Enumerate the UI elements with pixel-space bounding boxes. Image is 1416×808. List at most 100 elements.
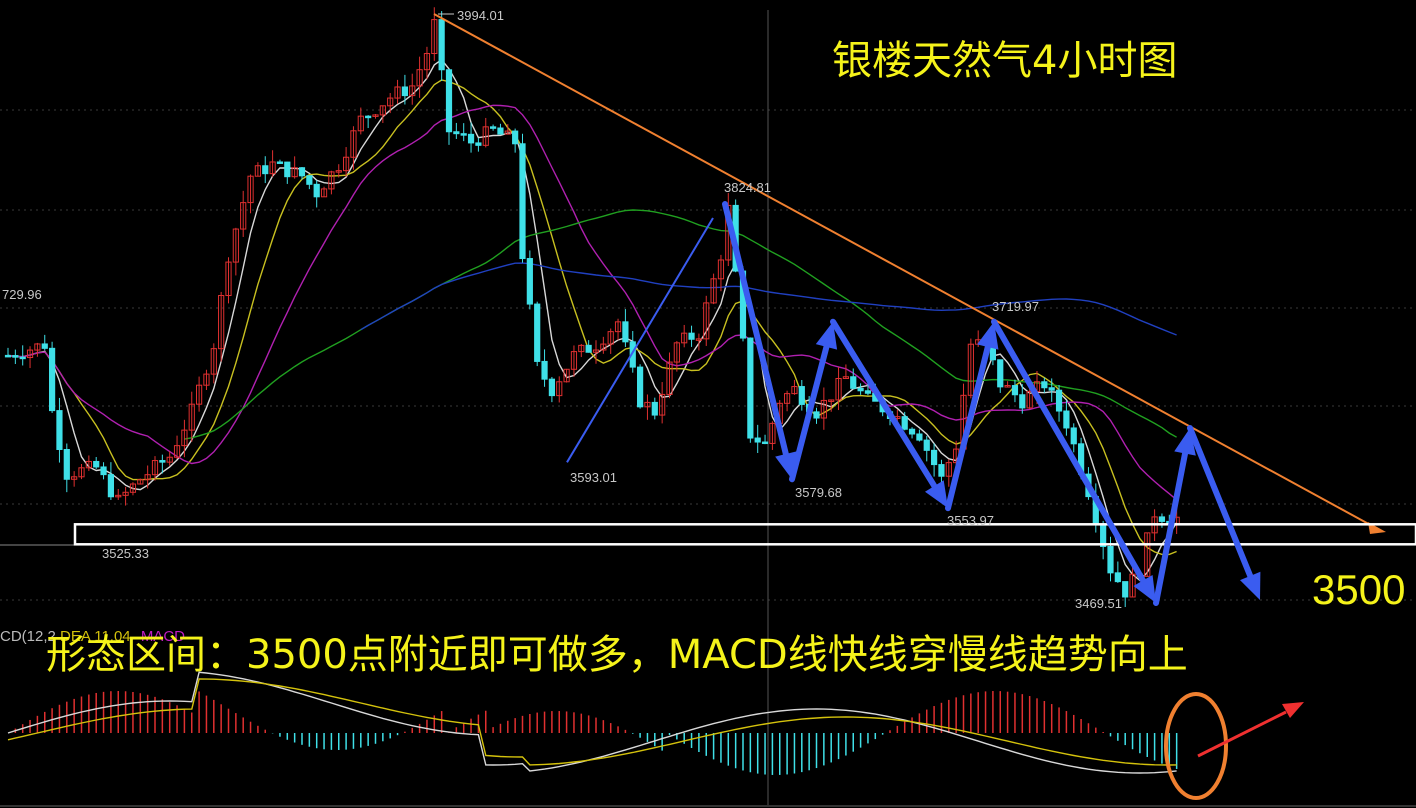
wave-arrow-forecast-shaft — [1187, 425, 1254, 579]
candle-body — [1144, 532, 1151, 577]
candle-body — [166, 456, 173, 463]
candle-body — [129, 483, 137, 493]
candle-body — [438, 19, 445, 71]
wave-arrow-head — [924, 480, 948, 509]
up-arrow-shaft — [1197, 710, 1287, 758]
candlesticks — [4, 7, 1180, 608]
wave-arrow-head — [977, 321, 999, 350]
candle-body — [747, 337, 754, 439]
candle-body — [107, 474, 115, 498]
candle-body — [629, 341, 636, 368]
candle-body — [908, 428, 916, 435]
candle-body — [26, 349, 34, 359]
wave-arrow-shaft — [991, 318, 1147, 584]
wave-arrow-shaft — [722, 201, 789, 458]
candle-body — [784, 393, 791, 404]
candle-body — [188, 403, 195, 431]
candle-body — [504, 130, 511, 135]
candle-body — [196, 384, 203, 405]
macd-header-dea: DEA 11.04 — [60, 628, 131, 645]
candle-body — [144, 474, 151, 481]
support-box — [73, 523, 1416, 546]
descending-trendline — [433, 13, 1377, 529]
candle-body — [423, 53, 431, 71]
candle-body — [497, 127, 504, 135]
price-labels: 3994.01 3824.81 3719.97 3593.01 3579.68 3553.… — [2, 8, 1122, 611]
candle-body — [710, 278, 717, 304]
candle-body — [1011, 385, 1019, 396]
candle-body — [357, 115, 364, 132]
candle-body — [695, 338, 702, 341]
candle-body — [820, 399, 827, 419]
macd-header-prefix: CD(12,2 — [0, 628, 56, 645]
candle-body — [137, 479, 144, 485]
price-label: 3553.97 — [947, 513, 994, 528]
ma60-line — [184, 209, 1177, 440]
candle-body — [350, 130, 357, 158]
candle-body — [453, 131, 460, 135]
candle-body — [1122, 581, 1129, 598]
candle-body — [365, 115, 372, 119]
candle-body — [512, 130, 519, 145]
macd-dif-line — [7, 671, 1177, 774]
candle-body — [864, 390, 872, 394]
candle-body — [306, 175, 313, 185]
candle-body — [1063, 410, 1070, 429]
candle-body — [526, 258, 533, 305]
candle-body — [681, 332, 688, 344]
candle-body — [1114, 572, 1121, 583]
wave-arrow-shaft — [789, 343, 830, 483]
crossover-circle — [1164, 692, 1228, 800]
candle-body — [4, 354, 12, 358]
wave-arrow-shaft — [945, 343, 991, 512]
candle-body — [688, 332, 695, 340]
candle-body — [541, 360, 548, 380]
wave-arrow-rebound-shaft — [1153, 450, 1189, 606]
ma5-line — [7, 58, 1178, 582]
candle-body — [592, 349, 600, 353]
candle-body — [842, 376, 849, 379]
candle-body — [556, 381, 563, 397]
candle-body — [563, 368, 570, 383]
candle-body — [276, 161, 284, 164]
wave-arrows — [566, 201, 1261, 606]
support-rectangle — [73, 523, 1416, 546]
candle-body — [798, 386, 805, 405]
price-label: 3719.97 — [992, 299, 1039, 314]
candle-body — [401, 86, 408, 97]
up-arrow-head — [1282, 702, 1304, 718]
candle-body — [666, 361, 673, 395]
candle-body — [232, 228, 239, 263]
candle-body — [372, 114, 379, 117]
price-label: 3824.81 — [724, 180, 771, 195]
candle-body — [269, 161, 276, 175]
candle-body — [857, 387, 864, 392]
price-label: 3994.01 — [457, 8, 504, 23]
candle-body — [394, 86, 401, 99]
candle-body — [1026, 391, 1033, 409]
chart-title: 银楼天然气4小时图 — [832, 38, 1178, 84]
candle-body — [1004, 385, 1011, 388]
candle-body — [519, 143, 526, 260]
candle-body — [938, 464, 945, 477]
candle-body — [850, 376, 857, 389]
candle-body — [240, 202, 247, 230]
candle-body — [997, 359, 1004, 388]
candle-body — [151, 460, 159, 476]
candle-body — [967, 343, 974, 396]
wave-arrow-forecast-head — [1240, 571, 1261, 600]
trendline — [433, 13, 1386, 534]
candle-body — [585, 344, 592, 353]
price-label: 3593.01 — [570, 470, 617, 485]
candle-body — [578, 344, 585, 353]
candle-body — [343, 156, 350, 172]
ma10-line — [7, 79, 1177, 556]
candle-body — [63, 448, 70, 480]
candle-body — [754, 437, 761, 443]
candle-body — [19, 356, 26, 360]
candle-body — [254, 165, 262, 177]
candle-body — [225, 261, 232, 297]
candle-body — [761, 441, 769, 445]
wave-arrow-shaft — [830, 318, 938, 490]
